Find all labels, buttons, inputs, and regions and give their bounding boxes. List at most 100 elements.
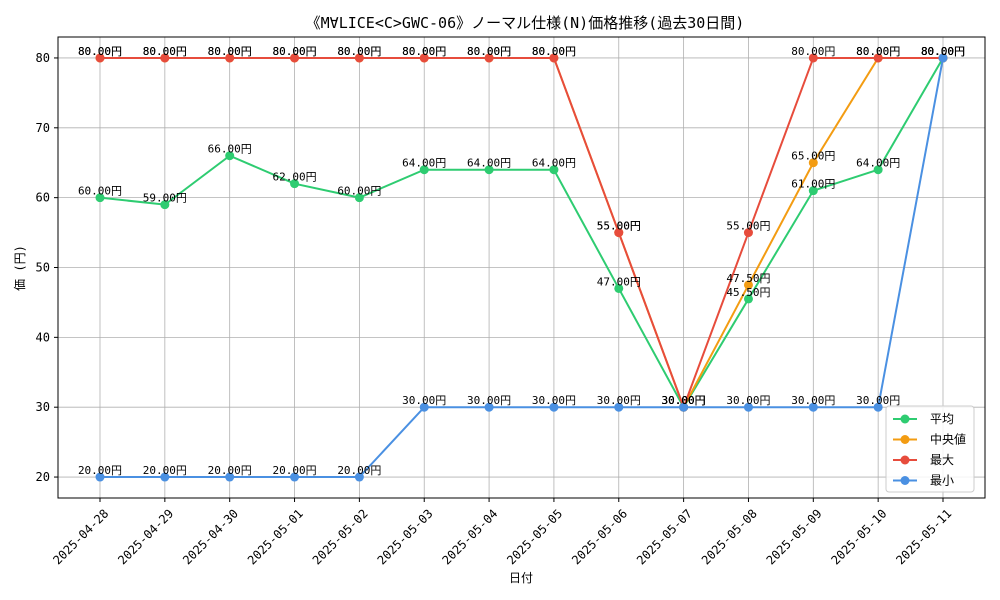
data-label: 30.00円 [662,394,706,407]
data-point [484,402,494,412]
legend-marker [900,455,910,465]
legend-label: 最大 [930,453,954,467]
x-tick-label: 2025-04-28 [50,506,111,567]
legend-label: 平均 [930,412,954,426]
series-中央値 [95,53,948,412]
x-axis-label: 日付 [509,571,533,585]
x-tick-label: 2025-05-11 [893,506,954,567]
data-label: 80.00円 [921,45,965,58]
data-label: 80.00円 [272,45,316,58]
data-point [225,53,235,63]
series-group [95,53,948,482]
y-tick-label: 20 [36,470,50,484]
x-tick-label: 2025-05-07 [634,506,695,567]
data-label: 20.00円 [78,464,122,477]
data-point [160,53,170,63]
series-line [99,57,944,410]
legend-marker [900,435,910,444]
data-point [549,165,559,175]
data-point [354,472,364,482]
data-point [873,165,883,175]
x-tick-label: 2025-05-02 [310,506,371,567]
x-tick-label: 2025-05-05 [504,506,565,567]
data-point [873,402,883,412]
data-label: 80.00円 [856,45,900,58]
legend-item: 中央値 [893,432,966,447]
data-label: 30.00円 [597,394,641,407]
data-label: 30.00円 [726,394,770,407]
chart-title: 《M∀LICE<C>GWC-06》ノーマル仕様(N)価格推移(過去30日間) [306,14,745,32]
x-tick-label: 2025-05-10 [829,506,890,567]
data-point [808,158,818,168]
data-label: 30.00円 [791,394,835,407]
data-label: 64.00円 [532,157,576,170]
data-labels: 60.00円 59.00円 66.00円 62.00円 60.00円 64.00円 64.0… [78,45,965,477]
data-point [614,402,624,412]
data-label: 80.00円 [921,45,965,58]
data-label: 30.00円 [856,394,900,407]
data-point [484,53,494,63]
data-point [160,200,170,210]
y-tick-label: 70 [36,121,50,135]
data-label: 80.00円 [337,45,381,58]
x-tick-label: 2025-04-30 [180,506,241,567]
data-point [419,53,429,63]
x-tick-label: 2025-05-08 [699,506,760,567]
data-label: 64.00円 [467,157,511,170]
data-point [679,402,689,412]
data-label: 30.00円 [662,394,706,407]
data-point [419,165,429,175]
data-label: 60.00円 [78,185,122,198]
data-label: 80.00円 [791,45,835,58]
x-tick-label: 2025-05-01 [245,506,306,567]
data-point [419,402,429,412]
data-label: 80.00円 [208,45,252,58]
data-point [549,53,559,63]
data-label: 61.00円 [791,178,835,191]
data-point [225,472,235,482]
data-point [614,283,624,293]
grid [58,37,985,498]
y-axis-label: 価 (円) [13,245,27,291]
data-label: 55.00円 [726,220,770,233]
series-line [100,57,944,479]
data-point [290,53,300,63]
data-label: 62.00円 [272,171,316,184]
y-tick-label: 50 [36,261,50,275]
data-label: 80.00円 [272,45,316,58]
data-point [549,402,559,412]
data-label: 80.00円 [337,45,381,58]
data-label: 80.00円 [143,45,187,58]
data-label: 55.00円 [597,220,641,233]
data-label: 80.00円 [532,45,576,58]
data-label: 80.00円 [921,45,965,58]
data-point [614,228,624,238]
data-point [808,53,818,63]
series-最大 [95,53,948,412]
legend-item: 最大 [893,453,954,467]
data-label: 59.00円 [143,192,187,205]
legend-item: 最小 [893,474,954,488]
legend-label: 中央値 [930,432,966,447]
data-label: 80.00円 [532,45,576,58]
data-label: 80.00円 [856,45,900,58]
data-label: 80.00円 [143,45,187,58]
data-label: 80.00円 [208,45,252,58]
y-tick-label: 80 [36,51,50,65]
data-point [743,280,753,290]
series-平均 [95,53,948,412]
data-label: 80.00円 [467,45,511,58]
data-label: 80.00円 [78,45,122,58]
data-point [290,472,300,482]
data-label: 80.00円 [921,45,965,58]
data-label: 64.00円 [402,157,446,170]
data-label: 80.00円 [78,45,122,58]
data-point [808,186,818,196]
data-label: 80.00円 [402,45,446,58]
data-label: 80.00円 [467,45,511,58]
data-label: 55.00円 [597,220,641,233]
data-point [808,402,818,412]
data-point [354,193,364,203]
